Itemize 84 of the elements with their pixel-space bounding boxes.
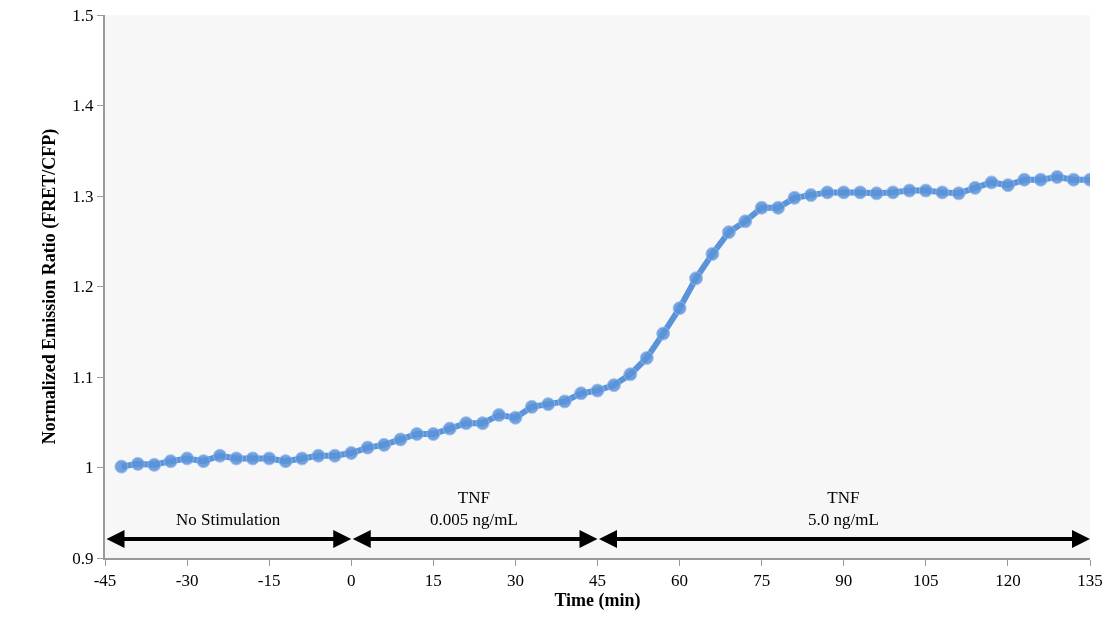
- band-label: No Stimulation: [176, 510, 281, 529]
- y-tick-label: 1.5: [72, 5, 94, 25]
- point: [393, 432, 408, 447]
- point: [951, 186, 966, 201]
- point: [869, 186, 884, 201]
- y-tick-label: 1.4: [72, 96, 95, 116]
- x-tick-label: 75: [753, 571, 771, 591]
- point: [721, 225, 736, 240]
- x-tick-label: 60: [671, 571, 689, 591]
- point: [689, 271, 703, 286]
- point: [212, 448, 227, 463]
- point: [935, 185, 950, 200]
- point: [311, 448, 326, 463]
- x-tick-label: -30: [175, 571, 199, 591]
- point: [836, 185, 851, 200]
- point: [229, 451, 244, 466]
- point: [130, 456, 145, 471]
- point: [705, 246, 720, 261]
- x-tick-label: 15: [424, 571, 442, 591]
- point: [984, 175, 999, 190]
- point: [114, 459, 129, 474]
- point: [147, 457, 162, 472]
- band-label: TNF 5.0 ng/mL: [808, 488, 879, 530]
- y-tick-label: 1: [85, 458, 94, 478]
- point: [245, 451, 260, 466]
- point: [163, 454, 178, 469]
- point: [492, 408, 506, 422]
- x-tick-label: -45: [93, 571, 117, 591]
- point: [623, 367, 638, 382]
- point: [853, 185, 868, 200]
- point: [442, 421, 457, 436]
- point: [360, 440, 375, 455]
- point: [180, 451, 195, 466]
- point: [754, 200, 769, 215]
- point: [524, 399, 539, 414]
- point: [771, 200, 786, 215]
- point: [426, 427, 441, 442]
- y-tick-label: 1.2: [72, 277, 94, 297]
- point: [639, 351, 654, 365]
- point: [1033, 172, 1048, 187]
- point: [295, 451, 309, 466]
- x-tick-label: 0: [347, 571, 356, 591]
- point: [738, 214, 753, 229]
- point: [803, 188, 818, 203]
- x-tick-label: -15: [257, 571, 281, 591]
- point: [918, 183, 933, 198]
- band-label: TNF 0.005 ng/mL: [430, 488, 518, 530]
- point: [541, 397, 556, 412]
- point: [606, 378, 621, 393]
- point: [409, 427, 424, 442]
- point: [968, 180, 983, 195]
- point: [787, 190, 802, 205]
- point: [262, 451, 277, 466]
- point: [574, 386, 589, 401]
- x-tick-label: 90: [835, 571, 853, 591]
- point: [1066, 172, 1081, 187]
- point: [377, 437, 392, 452]
- point: [1000, 178, 1015, 193]
- point: [508, 410, 523, 425]
- y-tick-label: 0.9: [72, 548, 94, 568]
- point: [475, 416, 490, 431]
- point: [278, 454, 293, 469]
- point: [459, 416, 474, 431]
- point: [672, 301, 687, 316]
- point: [196, 454, 211, 469]
- x-tick-label: 105: [913, 571, 939, 591]
- point: [656, 326, 671, 341]
- x-tick-label: 45: [589, 571, 606, 591]
- point: [327, 448, 342, 463]
- point: [886, 185, 900, 200]
- point: [820, 185, 835, 200]
- x-tick-label: 30: [506, 571, 524, 591]
- x-tick-label: 120: [995, 571, 1021, 591]
- point: [344, 446, 359, 461]
- point: [590, 383, 605, 398]
- x-tick-label: 135: [1077, 571, 1103, 591]
- point: [1050, 170, 1065, 184]
- point: [902, 183, 917, 198]
- y-tick-label: 1.3: [72, 186, 94, 206]
- y-tick-label: 1.1: [72, 367, 94, 387]
- point: [1017, 172, 1032, 187]
- x-axis-title: Time (min): [554, 590, 641, 612]
- point: [557, 394, 572, 409]
- y-axis-title: Normalized Emission Ratio (FRET/CFP): [39, 128, 61, 445]
